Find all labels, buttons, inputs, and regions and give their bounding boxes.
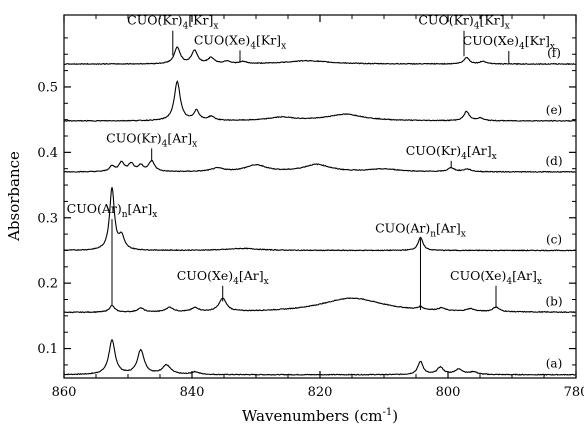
y-axis-title: Absorbance (5, 151, 23, 242)
annotation-label: CUO(Xe)4[Kr]x (463, 33, 555, 52)
y-tick-label: 0.2 (37, 277, 58, 292)
x-axis-title: Wavenumbers (cm-1) (242, 407, 398, 425)
x-tick-label: 780 (564, 385, 584, 400)
annotation-label: CUO(Kr)4[Kr]x (418, 13, 509, 32)
y-tick-label: 0.3 (37, 211, 58, 226)
spectrum-line-c (63, 187, 576, 252)
trace-label-f: (f) (547, 46, 561, 60)
annotation-label: CUO(Xe)4[Ar]x (450, 268, 542, 287)
spectrum-line-a (63, 338, 576, 376)
y-tick-label: 0.1 (37, 342, 58, 357)
trace-label-c: (c) (546, 232, 562, 246)
x-tick-label: 800 (436, 385, 461, 400)
spectrum-line-f (63, 46, 576, 66)
peak-annotations: CUO(Kr)4[Kr]xCUO(Xe)4[Kr]xCUO(Kr)4[Kr]xC… (67, 13, 555, 310)
spectrum-line-e (63, 80, 576, 122)
y-tick-label: 0.5 (37, 80, 58, 95)
trace-label-e: (e) (546, 103, 562, 117)
annotation-label: CUO(Kr)4[Kr]x (127, 13, 218, 32)
axis-ticks: 860 840 820 800 780 0.1 0.2 0.3 0.4 0.5 (37, 15, 584, 400)
x-tick-label: 840 (180, 385, 205, 400)
annotation-label: CUO(Xe)4[Ar]x (177, 268, 269, 287)
spectrum-line-d (63, 159, 576, 173)
spectrum-line-b (63, 297, 576, 314)
annotation-label: CUO(Ar)n[Ar]x (375, 221, 466, 240)
x-tick-label: 820 (308, 385, 333, 400)
trace-label-b: (b) (545, 294, 562, 308)
x-tick-label: 860 (52, 385, 77, 400)
trace-label-a: (a) (546, 357, 563, 371)
y-tick-label: 0.4 (37, 146, 58, 161)
annotation-label: CUO(Xe)4[Kr]x (194, 32, 286, 51)
annotation-label: CUO(Kr)4[Ar]x (406, 143, 497, 162)
trace-label-d: (d) (545, 154, 562, 168)
plot-frame (63, 14, 577, 379)
annotation-label: CUO(Kr)4[Ar]x (106, 130, 197, 149)
annotation-label: CUO(Ar)n[Ar]x (67, 201, 158, 220)
spectrum-traces: (a) (b) (c) (d) (e) (f) (63, 46, 576, 376)
